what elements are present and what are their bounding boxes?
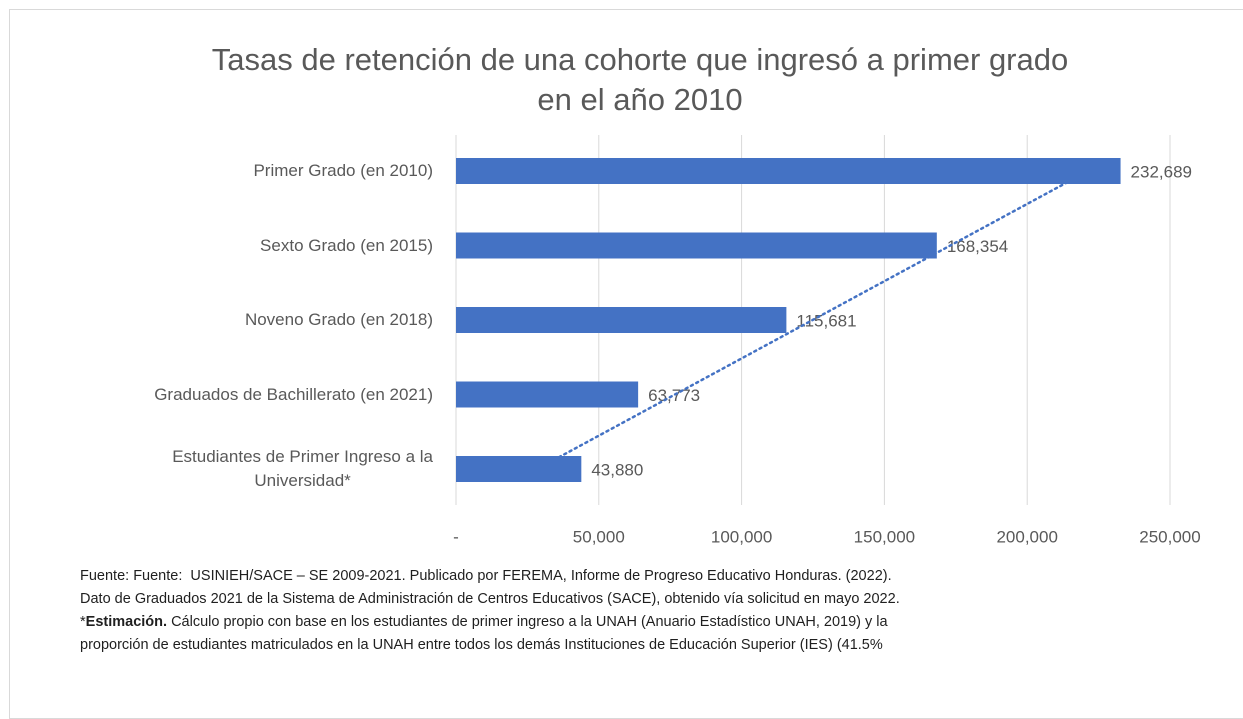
bar: [456, 381, 639, 408]
y-tick-label: Sexto Grado (en 2015): [13, 234, 433, 258]
note-text: proporción de estudiantes matriculados e…: [80, 637, 883, 653]
note-text: Fuente: Fuente: USINIEH/SACE – SE 2009-2…: [80, 568, 892, 584]
note-text: *: [80, 614, 86, 630]
trendline: [556, 180, 1069, 460]
y-tick-label: Primer Grado (en 2010): [13, 159, 433, 183]
x-tick-label: 50,000: [573, 527, 625, 546]
note-line: Fuente: Fuente: USINIEH/SACE – SE 2009-2…: [80, 565, 900, 588]
bar: [456, 232, 937, 259]
x-tick-label: 250,000: [1139, 527, 1200, 546]
data-label: 63,773: [648, 386, 700, 405]
y-tick-label: Estudiantes de Primer Ingreso a la Unive…: [13, 445, 433, 493]
note-text: Cálculo propio con base en los estudiant…: [167, 614, 888, 630]
y-tick-label-text: Sexto Grado (en 2015): [260, 235, 433, 255]
y-tick-label-text: Noveno Grado (en 2018): [244, 310, 433, 329]
chart-title: Tasas de retención de una cohorte que in…: [211, 42, 1069, 117]
y-tick-label: Noveno Grado (en 2018): [13, 308, 433, 332]
note-line: *Estimación. Cálculo propio con base en …: [80, 611, 900, 634]
notes: Fuente: Fuente: USINIEH/SACE – SE 2009-2…: [80, 565, 900, 657]
x-tick-label: 200,000: [996, 527, 1057, 546]
x-tick-label: -: [453, 527, 459, 546]
x-tick-label: 100,000: [711, 527, 772, 546]
note-bold: Estimación.: [85, 614, 168, 630]
data-label: 232,689: [1131, 162, 1192, 181]
y-tick-label-text: Graduados de Bachillerato (en 2021): [154, 384, 433, 404]
y-tick-label: Graduados de Bachillerato (en 2021): [13, 383, 433, 407]
data-label: 115,681: [796, 311, 856, 330]
y-tick-label-text: Estudiantes de Primer Ingreso a la Unive…: [172, 447, 433, 490]
data-label: 43,880: [591, 460, 643, 479]
y-tick-label-text: Primer Grado (en 2010): [253, 161, 433, 180]
data-label: 168,354: [947, 237, 1008, 256]
note-line: Dato de Graduados 2021 de la Sistema de …: [80, 588, 900, 611]
bar: [456, 158, 1121, 184]
bar: [456, 307, 787, 333]
x-tick-label: 150,000: [854, 527, 915, 546]
bar: [456, 456, 582, 482]
note-text: Dato de Graduados 2021 de la Sistema de …: [80, 591, 900, 607]
note-line: proporción de estudiantes matriculados e…: [80, 634, 900, 657]
